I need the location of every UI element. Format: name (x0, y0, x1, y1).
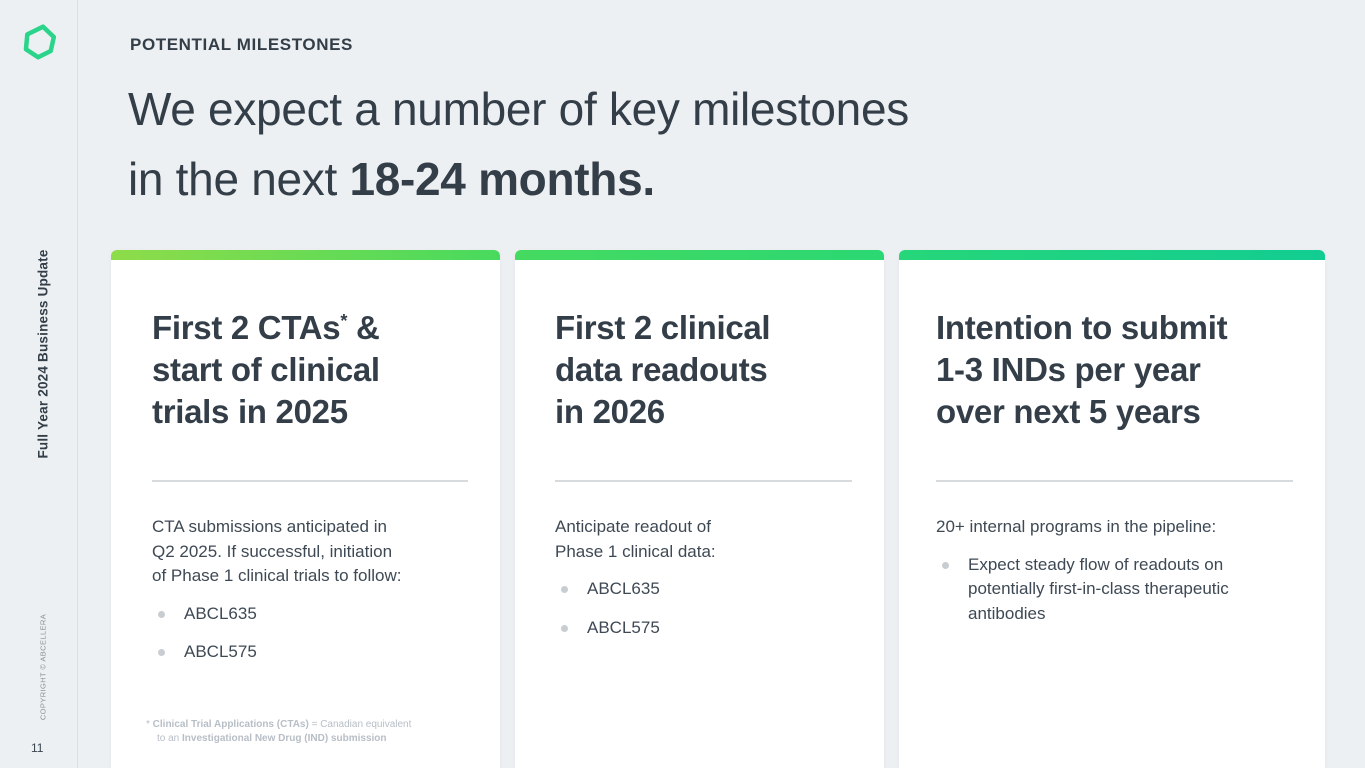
copyright-vertical: COPYRIGHT © ABCELLERA (38, 613, 48, 721)
slide-title: We expect a number of key milestones in t… (128, 83, 909, 205)
card-body-text: CTA submissions anticipated in Q2 2025. … (152, 517, 402, 585)
card-heading: First 2 clinical data readouts in 2026 (555, 309, 771, 430)
card-divider (555, 480, 852, 482)
milestone-card-ctas-2025: First 2 CTAs* & start of clinical trials i… (111, 250, 500, 768)
milestone-card-inds-5-years: Intention to submit 1-3 INDs per year over… (899, 250, 1325, 768)
bullet-dot-icon (942, 561, 949, 569)
bullet-item: Expect steady flow of readouts on potent… (936, 553, 1293, 627)
bullet-dot-icon (561, 624, 568, 632)
card-bullet-list: ABCL635 ABCL575 (555, 577, 852, 640)
card-footnote: * Clinical Trial Applications (CTAs) = C… (146, 719, 412, 744)
sidebar-rail: Full Year 2024 Business Update COPYRIGHT… (0, 0, 78, 768)
card-bullet-list: Expect steady flow of readouts on potent… (936, 553, 1293, 627)
bullet-item: ABCL575 (152, 640, 468, 665)
bullet-dot-icon (158, 649, 165, 656)
card-accent-bar (899, 250, 1325, 260)
milestone-card-readouts-2026: First 2 clinical data readouts in 2026 Ant… (515, 250, 884, 768)
bullet-item: ABCL635 (555, 577, 852, 602)
deck-title-vertical: Full Year 2024 Business Update (35, 249, 51, 459)
bullet-dot-icon (158, 610, 165, 618)
card-body-text: Anticipate readout of Phase 1 clinical d… (555, 517, 716, 561)
card-body-text: 20+ internal programs in the pipeline: (936, 517, 1217, 536)
card-divider (152, 480, 468, 482)
card-accent-bar (111, 250, 500, 260)
card-accent-bar (515, 250, 884, 260)
bullet-item: ABCL575 (555, 616, 852, 641)
card-divider (936, 480, 1293, 482)
page-number: 11 (31, 741, 44, 755)
card-heading: First 2 CTAs* & start of clinical trials i… (152, 309, 380, 430)
card-bullet-list: ABCL635 ABCL575 (152, 602, 468, 665)
abcellera-logo-icon (23, 24, 57, 60)
slide-eyebrow: POTENTIAL MILESTONES (130, 35, 353, 54)
card-heading: Intention to submit 1-3 INDs per year over… (936, 309, 1228, 430)
milestone-cards-row: First 2 CTAs* & start of clinical trials i… (111, 250, 1325, 768)
bullet-dot-icon (561, 586, 568, 593)
bullet-item: ABCL635 (152, 602, 468, 627)
